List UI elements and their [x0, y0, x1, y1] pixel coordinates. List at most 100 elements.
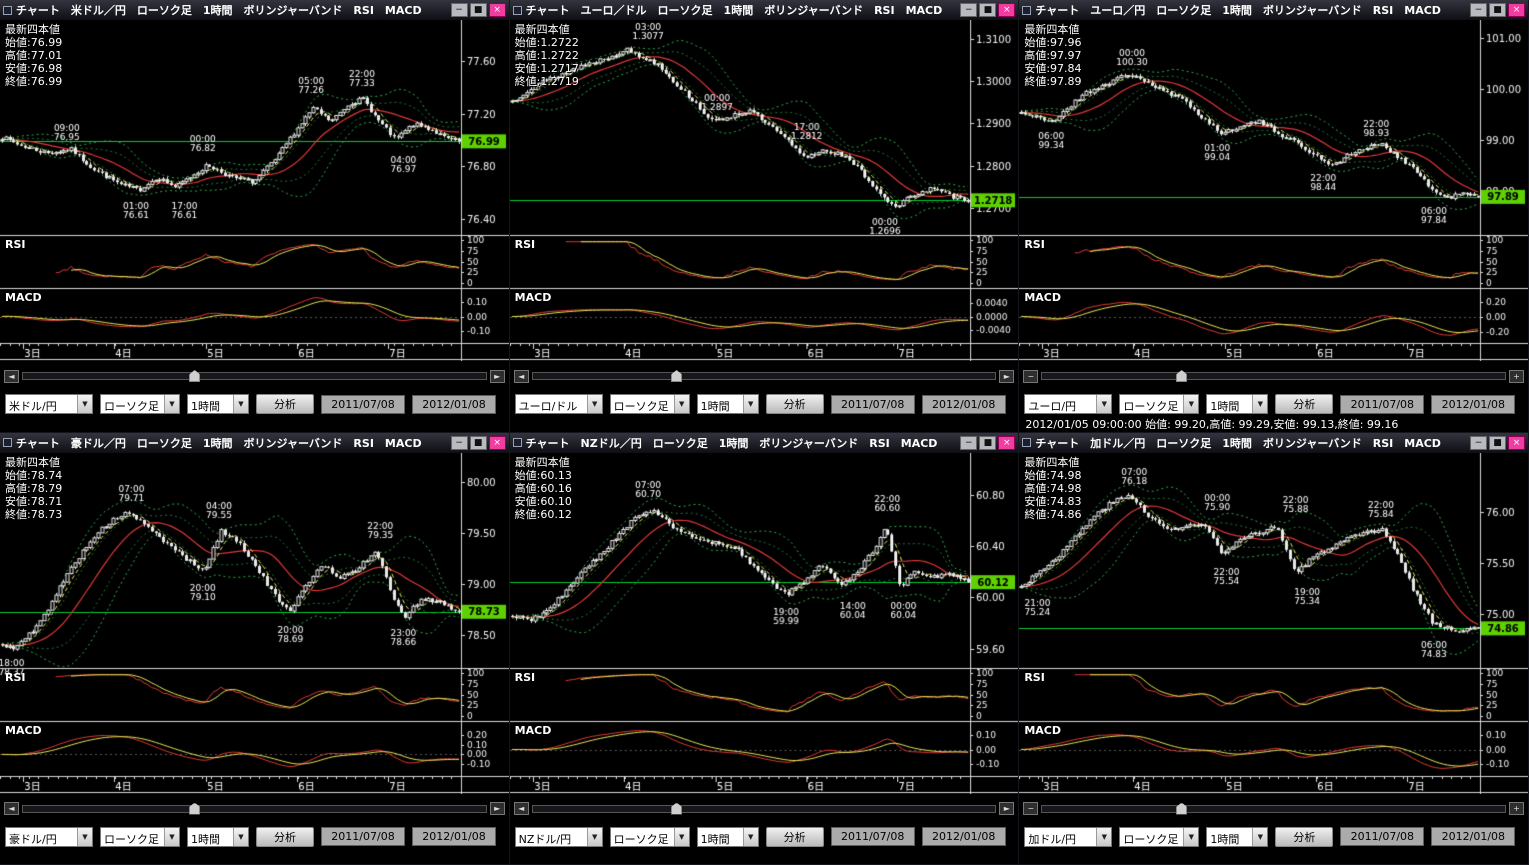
- maximize-button[interactable]: ■: [469, 435, 487, 450]
- scrollbar-thumb[interactable]: [189, 370, 201, 382]
- chevron-down-icon[interactable]: ▼: [673, 395, 689, 413]
- pair-select[interactable]: 豪ドル/円 ▼: [5, 826, 93, 847]
- chevron-down-icon[interactable]: ▼: [586, 395, 602, 413]
- analyze-button[interactable]: 分析: [1275, 826, 1334, 847]
- chevron-down-icon[interactable]: ▼: [77, 827, 92, 846]
- titlebar[interactable]: チャート 加ドル／円 ローソク足 1時間 ボリンジャーバンド RSI MACD …: [1019, 432, 1528, 453]
- minimize-button[interactable]: −: [960, 435, 978, 450]
- scroll-left-button[interactable]: ◄: [513, 369, 529, 383]
- price-chart-canvas[interactable]: [1019, 20, 1528, 361]
- titlebar[interactable]: チャート ユーロ／ドル ローソク足 1時間 ボリンジャーバンド RSI MACD…: [509, 0, 1019, 20]
- maximize-button[interactable]: ■: [979, 435, 997, 450]
- titlebar[interactable]: チャート 米ドル／円 ローソク足 1時間 ボリンジャーバンド RSI MACD …: [0, 0, 509, 20]
- scrollbar-track[interactable]: [531, 802, 997, 815]
- minimize-button[interactable]: −: [450, 435, 468, 450]
- chart-type-select[interactable]: ローソク足 ▼: [100, 826, 180, 847]
- chevron-down-icon[interactable]: ▼: [673, 827, 689, 846]
- close-button[interactable]: ×: [998, 435, 1016, 450]
- timeframe-select[interactable]: 1時間 ▼: [187, 394, 249, 414]
- timeframe-select[interactable]: 1時間 ▼: [1206, 826, 1269, 847]
- scrollbar-track[interactable]: [22, 802, 487, 815]
- pair-select[interactable]: 加ドル/円 ▼: [1024, 826, 1113, 847]
- chevron-down-icon[interactable]: ▼: [742, 395, 758, 413]
- scrollbar-track[interactable]: [1041, 370, 1506, 382]
- maximize-button[interactable]: ■: [469, 3, 487, 17]
- date-to-field[interactable]: 2012/01/08: [412, 827, 496, 846]
- scroll-left-button[interactable]: ◄: [513, 802, 529, 815]
- timeframe-select[interactable]: 1時間 ▼: [187, 826, 249, 847]
- date-to-field[interactable]: 2012/01/08: [921, 394, 1006, 414]
- close-button[interactable]: ×: [488, 3, 506, 17]
- price-chart-canvas[interactable]: [0, 20, 509, 361]
- price-chart-canvas[interactable]: [0, 452, 509, 794]
- price-chart-canvas[interactable]: [509, 452, 1019, 794]
- titlebar[interactable]: チャート 豪ドル／円 ローソク足 1時間 ボリンジャーバンド RSI MACD …: [0, 432, 509, 453]
- date-from-field[interactable]: 2011/07/08: [1340, 394, 1425, 414]
- scrollbar-thumb[interactable]: [1176, 370, 1188, 382]
- date-to-field[interactable]: 2012/01/08: [921, 827, 1006, 846]
- chart-type-select[interactable]: ローソク足 ▼: [609, 394, 690, 414]
- analyze-button[interactable]: 分析: [256, 826, 314, 847]
- date-to-field[interactable]: 2012/01/08: [1431, 394, 1516, 414]
- timeframe-select[interactable]: 1時間 ▼: [1206, 394, 1269, 414]
- chevron-down-icon[interactable]: ▼: [1096, 827, 1112, 846]
- minimize-button[interactable]: −: [960, 3, 978, 17]
- analyze-button[interactable]: 分析: [1275, 394, 1334, 414]
- scrollbar-thumb[interactable]: [671, 802, 683, 815]
- chevron-down-icon[interactable]: ▼: [233, 827, 248, 846]
- scrollbar-thumb[interactable]: [189, 802, 201, 815]
- chart-type-select[interactable]: ローソク足 ▼: [1119, 826, 1200, 847]
- timeframe-select[interactable]: 1時間 ▼: [696, 826, 759, 847]
- scroll-left-button[interactable]: ◄: [4, 369, 19, 383]
- maximize-button[interactable]: ■: [1488, 435, 1506, 450]
- titlebar[interactable]: チャート NZドル／円 ローソク足 1時間 ボリンジャーバンド RSI MACD…: [509, 432, 1019, 453]
- analyze-button[interactable]: 分析: [256, 394, 314, 414]
- chevron-down-icon[interactable]: ▼: [77, 395, 92, 413]
- scrollbar-track[interactable]: [1041, 802, 1506, 815]
- minimize-button[interactable]: −: [450, 3, 468, 17]
- scroll-right-button[interactable]: ►: [489, 369, 505, 383]
- maximize-button[interactable]: ■: [1488, 3, 1506, 17]
- scrollbar-thumb[interactable]: [671, 370, 683, 382]
- date-to-field[interactable]: 2012/01/08: [1431, 827, 1516, 846]
- date-from-field[interactable]: 2011/07/08: [830, 827, 915, 846]
- close-button[interactable]: ×: [1507, 435, 1525, 450]
- pair-select[interactable]: 米ドル/円 ▼: [5, 394, 93, 414]
- date-from-field[interactable]: 2011/07/08: [321, 827, 405, 846]
- chevron-down-icon[interactable]: ▼: [1252, 827, 1268, 846]
- scroll-left-button[interactable]: −: [1023, 802, 1039, 815]
- titlebar[interactable]: チャート ユーロ／円 ローソク足 1時間 ボリンジャーバンド RSI MACD …: [1019, 0, 1528, 20]
- scrollbar-track[interactable]: [22, 370, 487, 382]
- scrollbar-track[interactable]: [531, 370, 997, 382]
- scroll-right-button[interactable]: ►: [999, 369, 1015, 383]
- maximize-button[interactable]: ■: [979, 3, 997, 17]
- close-button[interactable]: ×: [1507, 3, 1525, 17]
- scroll-left-button[interactable]: −: [1023, 369, 1039, 383]
- timeframe-select[interactable]: 1時間 ▼: [696, 394, 759, 414]
- chevron-down-icon[interactable]: ▼: [742, 827, 758, 846]
- chevron-down-icon[interactable]: ▼: [1096, 395, 1112, 413]
- analyze-button[interactable]: 分析: [765, 826, 824, 847]
- scrollbar-thumb[interactable]: [1176, 802, 1188, 815]
- chevron-down-icon[interactable]: ▼: [586, 827, 602, 846]
- chevron-down-icon[interactable]: ▼: [1252, 395, 1268, 413]
- scroll-right-button[interactable]: +: [1508, 802, 1524, 815]
- chevron-down-icon[interactable]: ▼: [1183, 827, 1199, 846]
- minimize-button[interactable]: −: [1469, 3, 1487, 17]
- minimize-button[interactable]: −: [1469, 435, 1487, 450]
- date-to-field[interactable]: 2012/01/08: [412, 394, 496, 414]
- pair-select[interactable]: ユーロ/ドル ▼: [514, 394, 603, 414]
- price-chart-canvas[interactable]: [1019, 452, 1528, 794]
- chevron-down-icon[interactable]: ▼: [164, 395, 179, 413]
- date-from-field[interactable]: 2011/07/08: [321, 394, 405, 414]
- close-button[interactable]: ×: [998, 3, 1016, 17]
- chart-type-select[interactable]: ローソク足 ▼: [100, 394, 180, 414]
- scroll-left-button[interactable]: ◄: [4, 802, 19, 815]
- pair-select[interactable]: NZドル/円 ▼: [514, 826, 603, 847]
- close-button[interactable]: ×: [488, 435, 506, 450]
- scroll-right-button[interactable]: ►: [999, 802, 1015, 815]
- chevron-down-icon[interactable]: ▼: [164, 827, 179, 846]
- date-from-field[interactable]: 2011/07/08: [1340, 827, 1425, 846]
- chart-type-select[interactable]: ローソク足 ▼: [609, 826, 690, 847]
- chevron-down-icon[interactable]: ▼: [1183, 395, 1199, 413]
